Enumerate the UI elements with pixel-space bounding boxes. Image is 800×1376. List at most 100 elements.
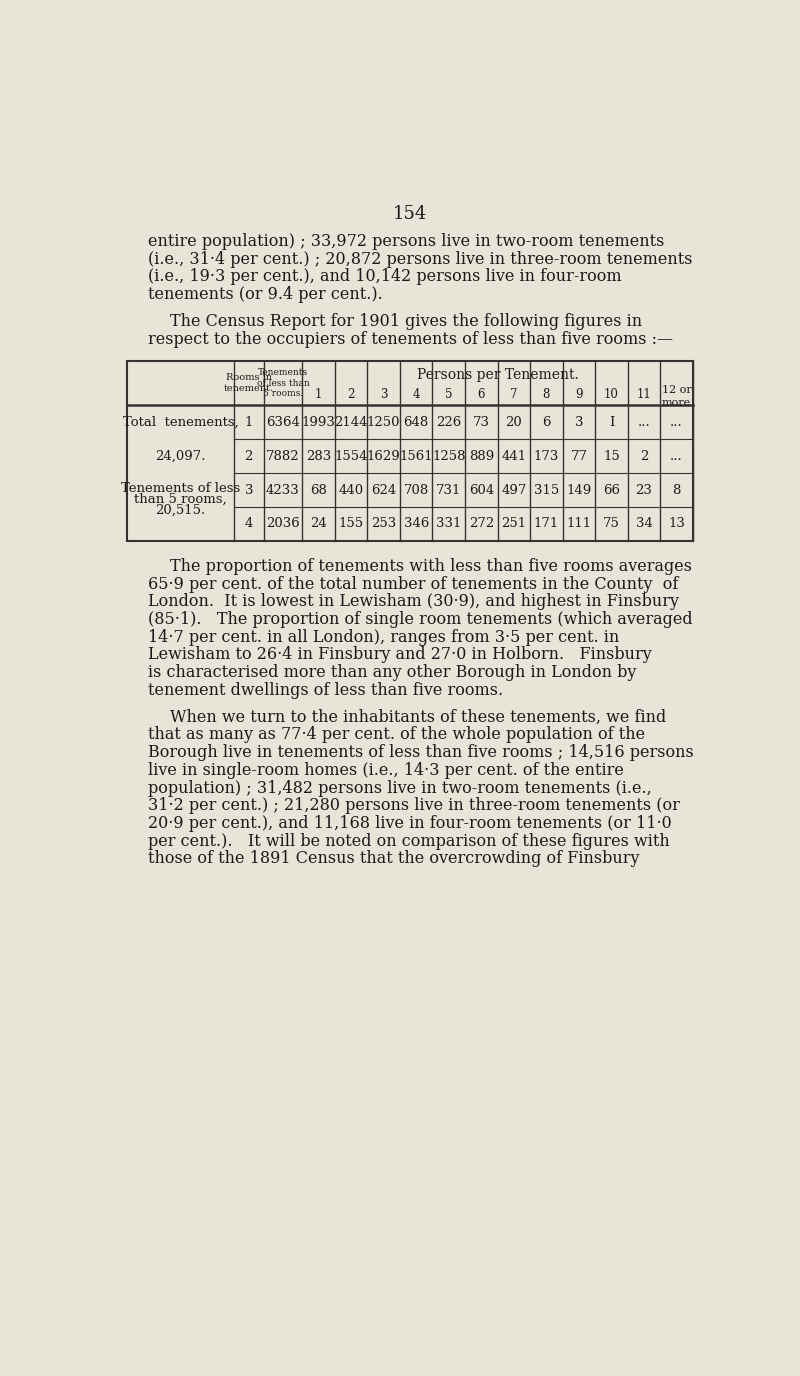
Text: 731: 731: [436, 483, 462, 497]
Text: ...: ...: [670, 450, 683, 462]
Text: 24: 24: [310, 517, 327, 530]
Text: 4: 4: [245, 517, 253, 530]
Text: (i.e., 19·3 per cent.), and 10,142 persons live in four-room: (i.e., 19·3 per cent.), and 10,142 perso…: [148, 268, 622, 285]
Text: 1993: 1993: [302, 416, 335, 429]
Text: 20,515.: 20,515.: [155, 504, 206, 517]
Text: 440: 440: [338, 483, 364, 497]
Text: 20: 20: [506, 416, 522, 429]
Text: 14·7 per cent. in all London), ranges from 3·5 per cent. in: 14·7 per cent. in all London), ranges fr…: [148, 629, 619, 645]
Text: 68: 68: [310, 483, 327, 497]
Text: 3: 3: [245, 483, 253, 497]
Text: 1629: 1629: [366, 450, 401, 462]
Text: population) ; 31,482 persons live in two-room tenements (i.e.,: population) ; 31,482 persons live in two…: [148, 780, 652, 797]
Text: 1: 1: [245, 416, 253, 429]
Text: 34: 34: [636, 517, 653, 530]
Text: 648: 648: [403, 416, 429, 429]
Text: 111: 111: [566, 517, 591, 530]
Text: 8: 8: [542, 388, 550, 402]
Text: 2036: 2036: [266, 517, 300, 530]
Text: 1: 1: [315, 388, 322, 402]
Text: 272: 272: [469, 517, 494, 530]
Text: 441: 441: [502, 450, 526, 462]
Text: I: I: [609, 416, 614, 429]
Text: that as many as 77·4 per cent. of the whole population of the: that as many as 77·4 per cent. of the wh…: [148, 727, 645, 743]
Text: is characterised more than any other Borough in London by: is characterised more than any other Bor…: [148, 665, 637, 681]
Text: 6: 6: [542, 416, 550, 429]
Text: 75: 75: [603, 517, 620, 530]
Text: 31·2 per cent.) ; 21,280 persons live in three-room tenements (or: 31·2 per cent.) ; 21,280 persons live in…: [148, 797, 680, 815]
Text: 73: 73: [473, 416, 490, 429]
Text: 77: 77: [570, 450, 587, 462]
Text: 12 or
more: 12 or more: [662, 385, 691, 407]
Text: 1258: 1258: [432, 450, 466, 462]
Text: 3: 3: [380, 388, 387, 402]
Text: 6364: 6364: [266, 416, 300, 429]
Text: ...: ...: [670, 416, 683, 429]
Text: 15: 15: [603, 450, 620, 462]
Text: 346: 346: [403, 517, 429, 530]
Text: When we turn to the inhabitants of these tenements, we find: When we turn to the inhabitants of these…: [170, 709, 666, 725]
Text: 1554: 1554: [334, 450, 368, 462]
Text: 1561: 1561: [399, 450, 433, 462]
Text: 8: 8: [673, 483, 681, 497]
Text: Borough live in tenements of less than five rooms ; 14,516 persons: Borough live in tenements of less than f…: [148, 744, 694, 761]
Text: 2: 2: [347, 388, 354, 402]
Text: The Census Report for 1901 gives the following figures in: The Census Report for 1901 gives the fol…: [170, 312, 642, 330]
Text: 226: 226: [436, 416, 462, 429]
Text: Lewisham to 26·4 in Finsbury and 27·0 in Holborn.   Finsbury: Lewisham to 26·4 in Finsbury and 27·0 in…: [148, 647, 652, 663]
Text: (85·1).   The proportion of single room tenements (which averaged: (85·1). The proportion of single room te…: [148, 611, 693, 627]
Bar: [127, 361, 693, 541]
Text: 173: 173: [534, 450, 559, 462]
Text: Rooms in
tenement.: Rooms in tenement.: [224, 373, 274, 392]
Text: 6: 6: [478, 388, 485, 402]
Text: 7882: 7882: [266, 450, 300, 462]
Text: Tenements of less: Tenements of less: [121, 483, 240, 495]
Text: 708: 708: [403, 483, 429, 497]
Text: than 5 rooms,: than 5 rooms,: [134, 493, 227, 506]
Text: 155: 155: [338, 517, 364, 530]
Text: 23: 23: [636, 483, 653, 497]
Text: 149: 149: [566, 483, 591, 497]
Text: Persons per Tenement.: Persons per Tenement.: [417, 369, 578, 383]
Text: 624: 624: [371, 483, 396, 497]
Text: 9: 9: [575, 388, 582, 402]
Text: 2: 2: [245, 450, 253, 462]
Text: 20·9 per cent.), and 11,168 live in four-room tenements (or 11·0: 20·9 per cent.), and 11,168 live in four…: [148, 815, 672, 832]
Text: 1250: 1250: [367, 416, 401, 429]
Text: 24,097.: 24,097.: [155, 450, 206, 462]
Text: 7: 7: [510, 388, 518, 402]
Text: 889: 889: [469, 450, 494, 462]
Text: respect to the occupiers of tenements of less than five rooms :—: respect to the occupiers of tenements of…: [148, 330, 673, 348]
Text: London.  It is lowest in Lewisham (30·9), and highest in Finsbury: London. It is lowest in Lewisham (30·9),…: [148, 593, 679, 610]
Text: 2: 2: [640, 450, 648, 462]
Text: 283: 283: [306, 450, 331, 462]
Text: per cent.).   It will be noted on comparison of these figures with: per cent.). It will be noted on comparis…: [148, 832, 670, 850]
Text: Total  tenements,: Total tenements,: [122, 416, 238, 429]
Text: 3: 3: [574, 416, 583, 429]
Text: 5: 5: [445, 388, 453, 402]
Text: 2144: 2144: [334, 416, 368, 429]
Text: 315: 315: [534, 483, 559, 497]
Text: tenements (or 9.4 per cent.).: tenements (or 9.4 per cent.).: [148, 286, 383, 303]
Text: 154: 154: [393, 205, 427, 223]
Text: 13: 13: [668, 517, 685, 530]
Text: ...: ...: [638, 416, 650, 429]
Text: The proportion of tenements with less than five rooms averages: The proportion of tenements with less th…: [170, 557, 692, 575]
Text: live in single-room homes (i.e., 14·3 per cent. of the entire: live in single-room homes (i.e., 14·3 pe…: [148, 762, 624, 779]
Text: those of the 1891 Census that the overcrowding of Finsbury: those of the 1891 Census that the overcr…: [148, 850, 639, 867]
Text: 251: 251: [502, 517, 526, 530]
Text: 253: 253: [371, 517, 396, 530]
Text: 4233: 4233: [266, 483, 300, 497]
Text: 10: 10: [604, 388, 619, 402]
Text: 497: 497: [501, 483, 526, 497]
Text: 11: 11: [637, 388, 651, 402]
Text: 604: 604: [469, 483, 494, 497]
Text: 4: 4: [413, 388, 420, 402]
Text: entire population) ; 33,972 persons live in two-room tenements: entire population) ; 33,972 persons live…: [148, 233, 665, 250]
Text: (i.e., 31·4 per cent.) ; 20,872 persons live in three-room tenements: (i.e., 31·4 per cent.) ; 20,872 persons …: [148, 250, 693, 267]
Text: 66: 66: [603, 483, 620, 497]
Text: 171: 171: [534, 517, 559, 530]
Text: 65·9 per cent. of the total number of tenements in the County  of: 65·9 per cent. of the total number of te…: [148, 575, 678, 593]
Text: 331: 331: [436, 517, 462, 530]
Text: Tenements
of less than
5 rooms.: Tenements of less than 5 rooms.: [257, 369, 310, 398]
